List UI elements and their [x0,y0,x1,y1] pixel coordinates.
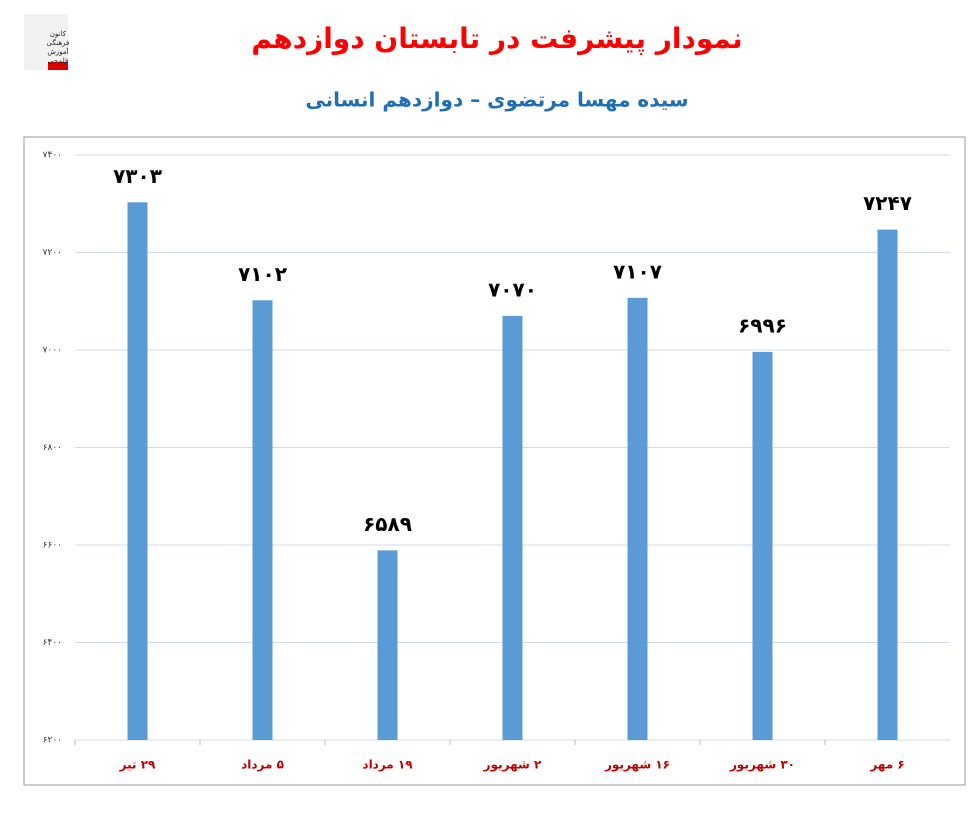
y-tick-label: ۷۴۰۰ [43,151,62,161]
value-label: ۷۲۴۷ [863,191,912,215]
y-tick-label: ۶۴۰۰ [43,638,62,648]
chart-title: نمودار پیشرفت در تابستان دوازدهم [251,22,742,55]
bar [877,229,898,740]
chart-subtitle: سیده مهسا مرتضوی – دوازدهم انسانی [305,88,688,112]
y-tick-label: ۶۸۰۰ [43,443,62,453]
y-tick-label: ۷۰۰۰ [43,346,62,356]
y-tick-label: ۷۲۰۰ [43,248,62,258]
value-label: ۷۱۰۲ [238,262,287,286]
chart-frame [23,136,966,786]
x-tick-label: ۵ مرداد [241,758,284,772]
x-tick-label: ۳۰ شهریور [729,758,795,773]
x-tick-label: ۶ مهر [869,758,904,772]
bar [627,297,648,740]
x-tick-label: ۲۹ تیر [119,758,156,772]
y-tick-label: ۶۲۰۰ [43,736,62,746]
x-tick-label: ۲ شهریور [483,758,542,773]
logo-text: فرهنگی [47,38,70,47]
bar [377,550,398,740]
x-tick-label: ۱۶ شهریور [604,758,670,773]
value-label: ۶۵۸۹ [363,512,412,536]
y-tick-label: ۶۶۰۰ [43,541,62,551]
logo-text: کانون [50,30,67,38]
logo [24,14,68,70]
bar [127,202,148,741]
x-tick-label: ۱۹ مرداد [362,758,413,772]
logo-text: آموزش [47,47,69,56]
bar [752,351,773,740]
value-label: ۷۳۰۳ [113,164,162,188]
logo-band [48,62,68,70]
value-label: ۷۰۷۰ [488,277,537,301]
logo-text: قلم‌چی [48,57,68,65]
bar [502,315,523,740]
logo-box [24,14,68,70]
bar [252,300,273,740]
value-label: ۶۹۹۶ [738,313,787,337]
value-label: ۷۱۰۷ [613,259,662,283]
